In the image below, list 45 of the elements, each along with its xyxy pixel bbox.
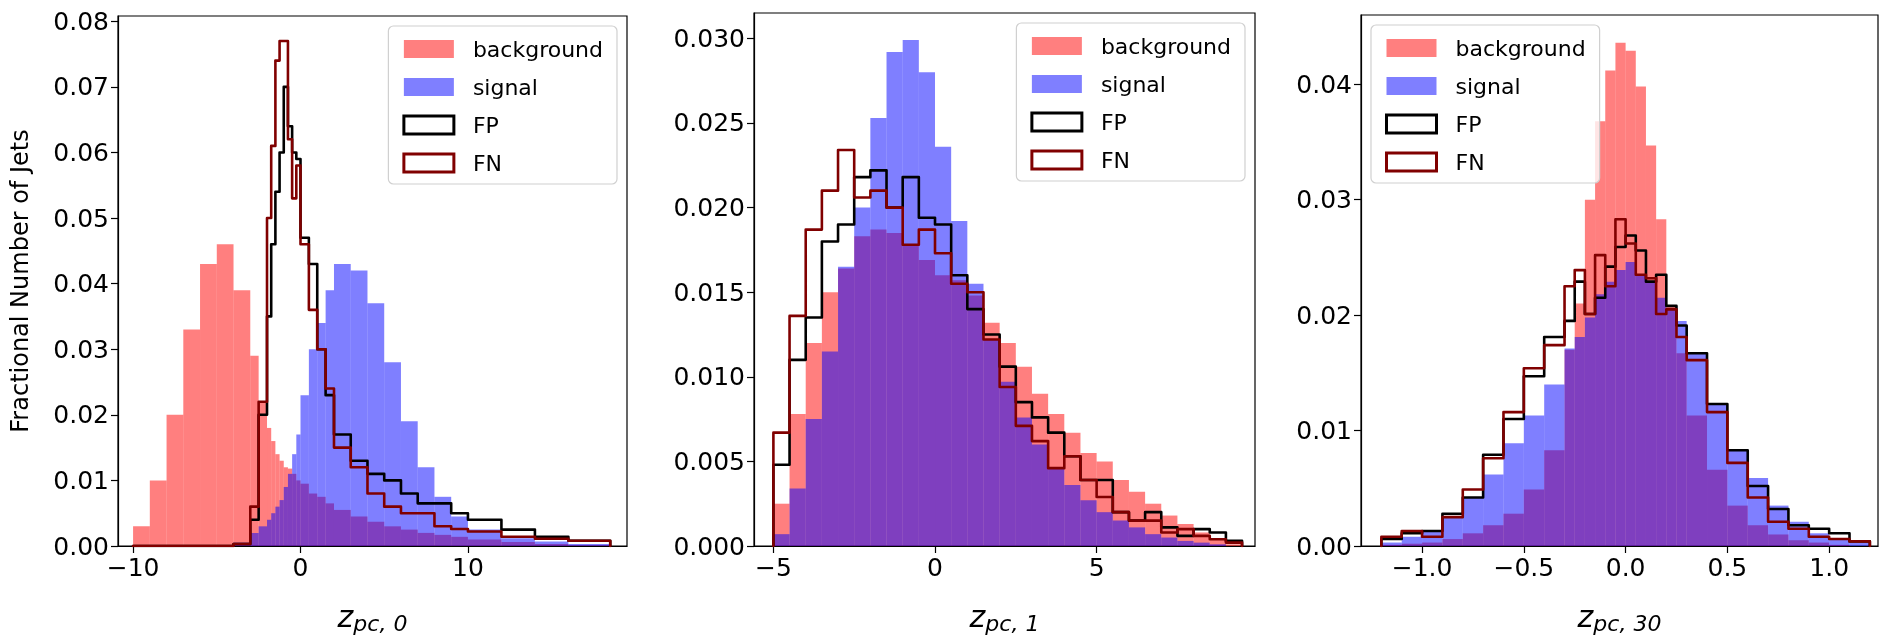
legend-label: background [472,36,603,62]
x-tick-label: 0.0 [1605,553,1646,582]
y-tick-label: 0.02 [53,400,109,430]
legend-label: signal [472,74,538,100]
y-tick-label: 0.04 [53,269,109,299]
y-tick-label: 0.01 [53,465,109,495]
y-tick-label: 0.07 [53,72,109,102]
y-tick-label: 0.08 [53,6,109,36]
y-tick-label: 0.03 [1296,185,1352,215]
legend-label: FN [472,150,502,176]
y-tick-label: 0.06 [53,137,109,167]
y-tick-label: 0.020 [673,193,745,223]
x-tick-label: 0.5 [1707,553,1748,582]
x-tick-label: 0 [292,553,309,582]
y-tick-label: 0.05 [53,203,109,233]
legend-label: FP [1100,109,1127,135]
y-tick-label: 0.02 [1296,300,1352,330]
y-tick-label: 0.025 [673,108,745,138]
legend-label: FN [1455,149,1485,175]
y-tick-label: 0.03 [53,334,109,364]
y-tick-label: 0.00 [53,531,109,561]
x-tick-label: 1.0 [1809,553,1850,582]
legend-label: background [1100,33,1231,59]
y-tick-label: 0.00 [1296,531,1352,561]
legend-label: background [1455,35,1586,61]
x-tick-label: 10 [452,553,484,582]
legend-label: signal [1100,71,1166,97]
y-axis-title: Fractional Number of Jets [6,129,34,433]
y-tick-label: 0.01 [1296,416,1352,446]
y-tick-label: 0.030 [673,23,745,53]
y-tick-label: 0.04 [1296,69,1352,99]
y-tick-label: 0.010 [673,362,745,392]
x-tick-label: 5 [1088,553,1105,582]
y-tick-label: 0.005 [673,446,745,476]
legend-label: FN [1100,147,1130,173]
y-tick-label: 0.015 [673,277,745,307]
legend-label: FP [1455,111,1482,137]
y-tick-label: 0.000 [673,531,745,561]
x-tick-label: −1.0 [1391,553,1453,582]
legend-label: signal [1455,73,1521,99]
x-tick-label: −5 [754,553,792,582]
legend-label: FP [472,112,499,138]
x-tick-label: −0.5 [1493,553,1555,582]
x-tick-label: 0 [927,553,943,582]
x-tick-label: −10 [106,553,160,582]
